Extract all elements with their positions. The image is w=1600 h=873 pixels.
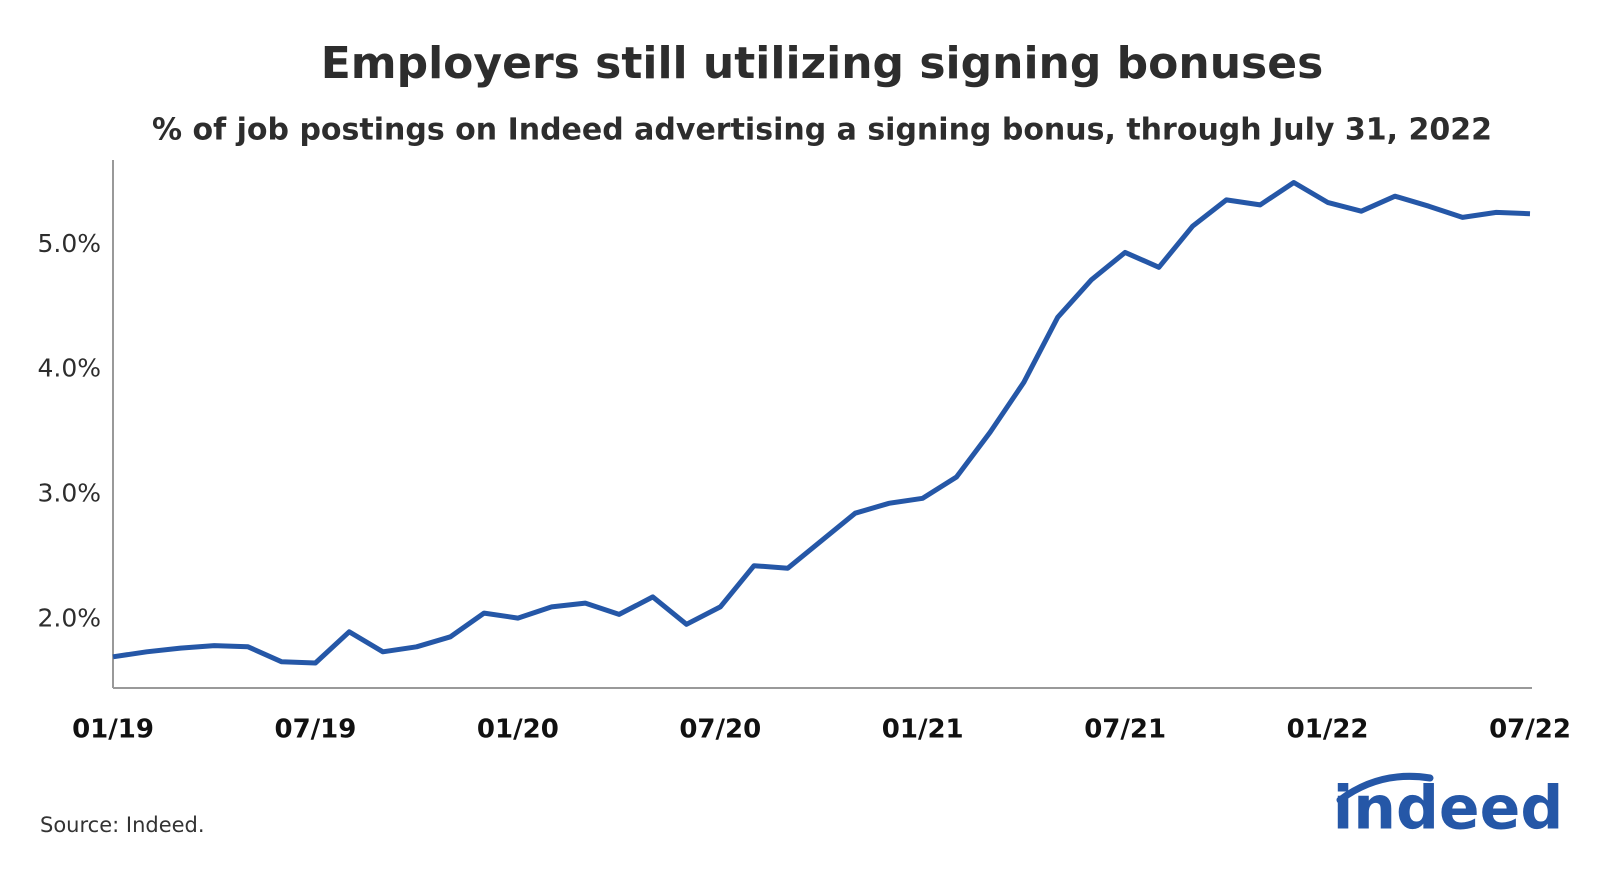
- y-tick-label: 5.0%: [37, 229, 101, 258]
- x-tick-label: 01/20: [477, 715, 559, 745]
- chart-subtitle: % of job postings on Indeed advertising …: [152, 113, 1492, 148]
- x-tick-label: 01/19: [72, 715, 154, 745]
- x-tick-label: 01/21: [882, 715, 964, 745]
- x-tick-label: 07/22: [1489, 715, 1571, 745]
- y-tick-label: 4.0%: [37, 354, 101, 383]
- x-tick-label: 01/22: [1287, 715, 1369, 745]
- logo: indeed: [1333, 774, 1564, 844]
- y-tick-label: 2.0%: [37, 603, 101, 632]
- logo-arc: [1336, 772, 1434, 804]
- y-tick-label: 3.0%: [37, 479, 101, 508]
- x-tick-label: 07/19: [274, 715, 356, 745]
- x-tick-label: 07/21: [1084, 715, 1166, 745]
- x-tick-label: 07/20: [679, 715, 761, 745]
- source: Source: Indeed.: [40, 813, 205, 837]
- chart-title: Employers still utilizing signing bonuse…: [321, 38, 1324, 89]
- data-line: [112, 180, 1531, 666]
